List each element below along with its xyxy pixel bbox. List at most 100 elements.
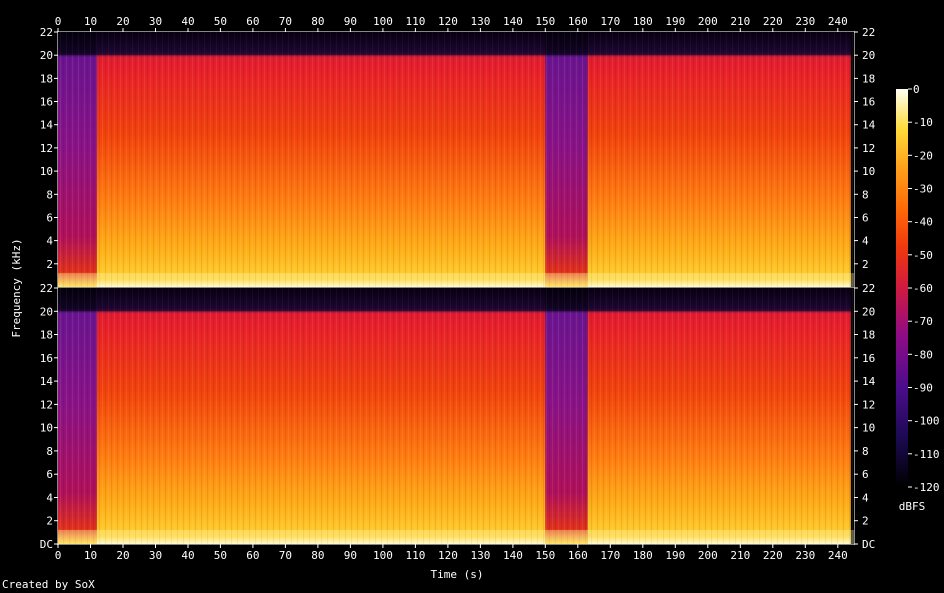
y-tick-label-left: 10 (40, 165, 53, 178)
x-axis-label: Time (s) (431, 568, 484, 581)
x-tick-label-top: 80 (311, 15, 324, 28)
x-tick-label-top: 60 (246, 15, 259, 28)
y-tick-label-right: 14 (862, 119, 876, 132)
colorbar-tick-label: -120 (913, 481, 940, 494)
y-tick-label-left: 16 (40, 96, 53, 109)
y-tick-label-left: 6 (46, 212, 53, 225)
y-tick-label-left: DC (40, 538, 53, 551)
colorbar-tick-label: -70 (913, 315, 933, 328)
y-tick-label-right: 4 (862, 492, 869, 505)
x-tick-label-bottom: 160 (568, 549, 588, 562)
y-tick-label-right: 6 (862, 468, 869, 481)
x-tick-label-top: 180 (633, 15, 653, 28)
y-tick-label-right: 10 (862, 165, 875, 178)
x-tick-label-top: 10 (84, 15, 97, 28)
y-tick-label-left: 12 (40, 398, 53, 411)
x-tick-label-top: 130 (470, 15, 490, 28)
y-tick-label-right: 4 (862, 235, 869, 248)
y-tick-label-right: 20 (862, 305, 875, 318)
y-tick-label-right: 16 (862, 96, 875, 109)
x-tick-label-top: 40 (181, 15, 194, 28)
x-tick-label-bottom: 240 (828, 549, 848, 562)
credit-text: Created by SoX (2, 578, 95, 591)
x-tick-label-bottom: 50 (214, 549, 227, 562)
y-tick-label-left: 4 (46, 235, 53, 248)
y-tick-label-right: 18 (862, 329, 875, 342)
colorbar: 0 -10 -20 -30 -40 -50 -60 -70 -80 -90 -100 -110 -120 (896, 83, 940, 494)
y-tick-label-right: 8 (862, 445, 869, 458)
y-tick-label-right: 22 (862, 26, 875, 39)
y-tick-label-right: DC (862, 538, 875, 551)
x-tick-label-top: 150 (535, 15, 555, 28)
x-tick-label-top: 70 (279, 15, 292, 28)
colorbar-tick-label: -10 (913, 116, 933, 129)
x-tick-label-bottom: 130 (470, 549, 490, 562)
x-tick-label-bottom: 30 (149, 549, 162, 562)
y-tick-label-right: 12 (862, 398, 875, 411)
y-tick-label-right: 2 (862, 258, 869, 271)
y-tick-label-left: 2 (46, 515, 53, 528)
colorbar-tick-label: -50 (913, 249, 933, 262)
y-tick-label-left: 16 (40, 352, 53, 365)
x-tick-label-bottom: 230 (795, 549, 815, 562)
x-tick-label-bottom: 110 (405, 549, 425, 562)
x-tick-label-bottom: 170 (600, 549, 620, 562)
x-tick-label-bottom: 90 (344, 549, 357, 562)
x-tick-label-top: 140 (503, 15, 523, 28)
x-tick-label-top: 220 (763, 15, 783, 28)
x-tick-label-top: 30 (149, 15, 162, 28)
x-tick-label-top: 240 (828, 15, 848, 28)
y-tick-label-left: 6 (46, 468, 53, 481)
x-tick-label-top: 160 (568, 15, 588, 28)
x-tick-label-bottom: 180 (633, 549, 653, 562)
y-tick-label-right: 20 (862, 49, 875, 62)
x-tick-label-top: 100 (373, 15, 393, 28)
y-tick-label-right: 2 (862, 515, 869, 528)
x-tick-label-top: 90 (344, 15, 357, 28)
x-tick-label-top: 190 (665, 15, 685, 28)
y-tick-label-left: 8 (46, 445, 53, 458)
y-tick-label-left: 14 (40, 119, 54, 132)
x-tick-label-bottom: 60 (246, 549, 259, 562)
colorbar-tick-label: 0 (913, 83, 920, 96)
x-tick-label-top: 110 (405, 15, 425, 28)
colorbar-tick-label: -90 (913, 382, 933, 395)
x-tick-label-bottom: 220 (763, 549, 783, 562)
y-tick-label-right: 14 (862, 375, 876, 388)
spectrogram-channel-1 (57, 31, 855, 288)
y-tick-label-left: 20 (40, 305, 53, 318)
y-tick-label-right: 18 (862, 72, 875, 85)
x-tick-label-bottom: 70 (279, 549, 292, 562)
y-tick-label-left: 18 (40, 72, 53, 85)
y-tick-label-left: 8 (46, 188, 53, 201)
x-axis-top: 0 10 20 30 40 50 60 70 80 90 100 110 120 130 140 150 160… (55, 15, 848, 32)
x-tick-label-bottom: 10 (84, 549, 97, 562)
y-tick-label-left: 18 (40, 329, 53, 342)
colorbar-tick-label: -40 (913, 216, 933, 229)
colorbar-unit-label: dBFS (899, 500, 926, 513)
x-tick-label-bottom: 40 (181, 549, 194, 562)
x-tick-label-bottom: 120 (438, 549, 458, 562)
x-tick-label-bottom: 190 (665, 549, 685, 562)
y-tick-label-left: 20 (40, 49, 53, 62)
x-tick-label-top: 230 (795, 15, 815, 28)
x-tick-label-bottom: 20 (116, 549, 129, 562)
x-tick-label-bottom: 150 (535, 549, 555, 562)
y-tick-label-left: 2 (46, 258, 53, 271)
colorbar-tick-label: -30 (913, 183, 933, 196)
y-tick-label-right: 22 (862, 282, 875, 295)
spectrogram-channel-2 (57, 287, 855, 545)
y-tick-label-right: 8 (862, 188, 869, 201)
y-tick-label-right: 16 (862, 352, 875, 365)
x-tick-label-top: 170 (600, 15, 620, 28)
y-tick-label-left: 22 (40, 282, 53, 295)
x-tick-label-bottom: 210 (730, 549, 750, 562)
colorbar-tick-label: -20 (913, 149, 933, 162)
colorbar-tick-label: -100 (913, 415, 940, 428)
y-tick-label-right: 12 (862, 142, 875, 155)
y-tick-label-left: 4 (46, 492, 53, 505)
colorbar-scale (896, 89, 908, 487)
y-tick-label-right: 6 (862, 212, 869, 225)
